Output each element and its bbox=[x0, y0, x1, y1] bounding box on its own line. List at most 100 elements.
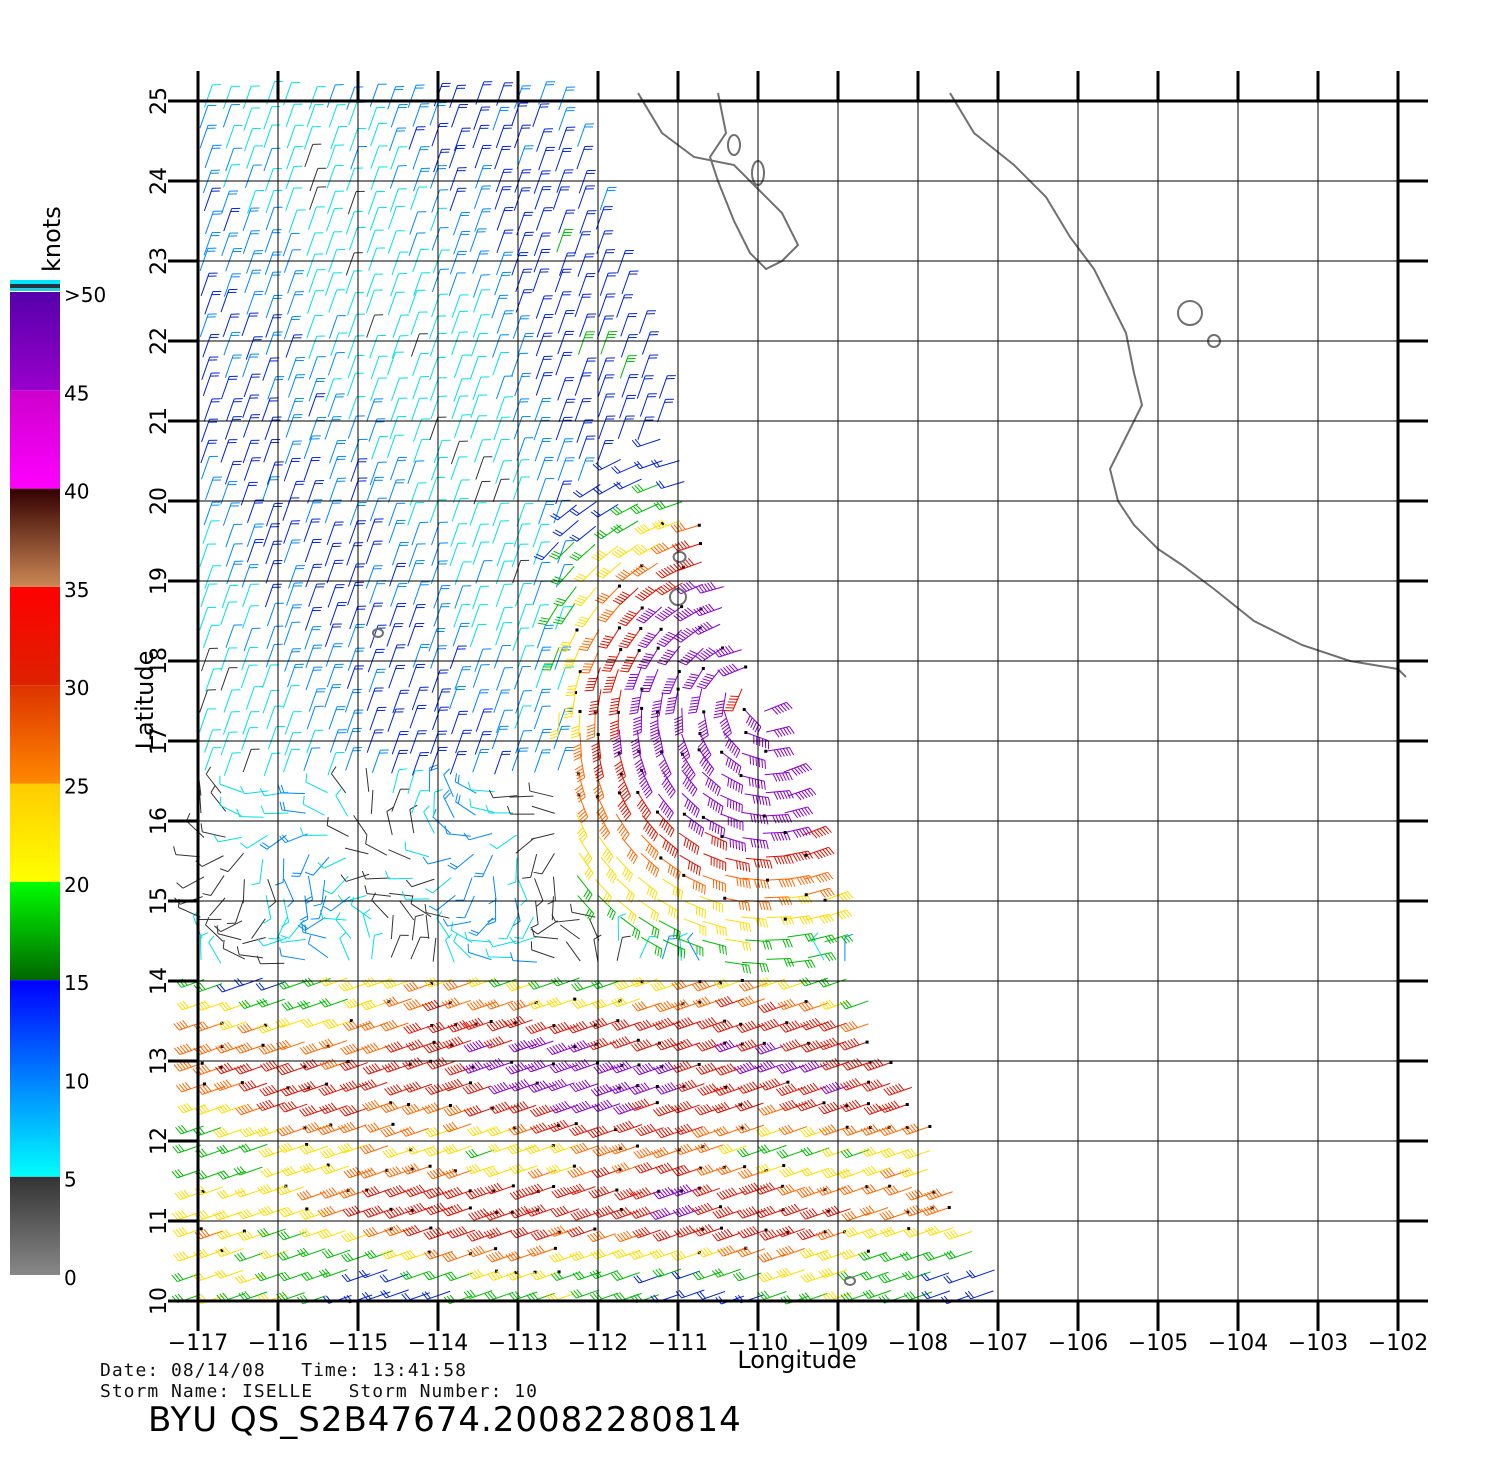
wind-barb-feather bbox=[716, 1128, 723, 1136]
wind-barb-feather bbox=[757, 1274, 764, 1283]
rain-flag bbox=[617, 1086, 621, 1090]
wind-barb-feather bbox=[487, 921, 496, 926]
wind-barb bbox=[244, 1000, 268, 1009]
wind-barb-feather bbox=[486, 1062, 493, 1070]
wind-barb-feather bbox=[776, 791, 782, 800]
wind-barb-feather bbox=[822, 1251, 829, 1259]
wind-barb-feather bbox=[344, 1273, 351, 1281]
wind-barb-feather bbox=[759, 839, 763, 849]
wind-barb bbox=[448, 1169, 472, 1179]
wind-barb-feather bbox=[505, 1067, 512, 1075]
wind-barb-feather bbox=[717, 669, 724, 677]
wind-barb-feather bbox=[827, 1125, 834, 1133]
wind-barb bbox=[281, 1041, 305, 1051]
wind-barb bbox=[576, 1289, 600, 1299]
wind-barb-feather bbox=[890, 1124, 897, 1132]
wind-barb-feather bbox=[633, 753, 642, 759]
wind-barb-feather bbox=[722, 726, 730, 733]
wind-barb-feather bbox=[634, 929, 638, 939]
wind-barb-feather bbox=[614, 1250, 621, 1258]
wind-barb-feather bbox=[254, 1129, 261, 1137]
wind-barb bbox=[533, 706, 543, 730]
wind-barb-feather bbox=[537, 1022, 544, 1030]
wind-barb-feather bbox=[741, 1042, 748, 1050]
rain-flag bbox=[551, 1144, 555, 1148]
wind-barb-feather bbox=[816, 851, 823, 859]
wind-barb-feather bbox=[807, 806, 814, 815]
wind-barb-feather bbox=[648, 862, 653, 872]
wind-barb bbox=[530, 853, 538, 878]
wind-barb-feather bbox=[829, 1102, 837, 1110]
wind-barb-feather bbox=[226, 1062, 234, 1070]
wind-barb-feather bbox=[577, 808, 585, 815]
wind-barb bbox=[408, 664, 418, 688]
wind-barb-feather bbox=[358, 1171, 365, 1179]
wind-barb bbox=[267, 879, 277, 902]
wind-barb bbox=[515, 837, 535, 854]
wind-barb-feather bbox=[364, 1125, 371, 1133]
wind-barb-feather bbox=[701, 1065, 708, 1073]
wind-barb-feather bbox=[265, 1100, 272, 1108]
wind-barb-feather bbox=[673, 1252, 681, 1260]
wind-barb-feather bbox=[697, 719, 706, 725]
wind-barb-feather bbox=[865, 1290, 872, 1298]
wind-barb-feather bbox=[802, 1211, 809, 1219]
wind-barb-feather bbox=[806, 1146, 813, 1155]
wind-barb-feather bbox=[423, 1045, 430, 1054]
wind-barb-feather bbox=[729, 1245, 736, 1253]
wind-barb-feather bbox=[217, 1172, 224, 1180]
wind-barb-feather bbox=[698, 1271, 705, 1279]
wind-barb-feather bbox=[330, 766, 337, 774]
rain-flag bbox=[907, 1227, 911, 1231]
wind-barb bbox=[221, 1230, 245, 1240]
wind-barb-feather bbox=[200, 932, 209, 937]
wind-barb-feather bbox=[801, 1293, 809, 1301]
wind-barb-feather bbox=[471, 1083, 478, 1092]
wind-barb-feather bbox=[485, 1255, 493, 1263]
wind-barb-feather bbox=[527, 1171, 534, 1179]
wind-barb-feather bbox=[678, 1290, 685, 1298]
wind-barb-feather bbox=[474, 976, 482, 984]
wind-barb-feather bbox=[593, 1088, 600, 1096]
wind-barb bbox=[489, 1168, 513, 1178]
wind-barb-feather bbox=[888, 1210, 895, 1218]
wind-barb-feather bbox=[572, 743, 581, 749]
wind-barb-feather bbox=[748, 880, 751, 889]
rain-flag bbox=[762, 1041, 766, 1045]
wind-barb bbox=[287, 664, 296, 688]
wind-barb-feather bbox=[661, 656, 670, 661]
wind-barb-feather bbox=[448, 1122, 455, 1131]
wind-barb-feather bbox=[527, 1041, 535, 1049]
wind-barb-feather bbox=[764, 797, 768, 806]
wind-barb bbox=[658, 1268, 682, 1278]
wind-barb-feather bbox=[719, 717, 727, 724]
wind-barb-feather bbox=[243, 1043, 250, 1051]
wind-barb-feather bbox=[424, 904, 427, 913]
wind-barb-feather bbox=[779, 1187, 786, 1195]
wind-barb-feather bbox=[760, 1045, 767, 1053]
wind-barb-feather bbox=[682, 1101, 690, 1110]
wind-barb-feather bbox=[429, 1250, 437, 1258]
wind-barb-feather bbox=[622, 1061, 629, 1070]
wind-barb-feather bbox=[389, 1168, 396, 1176]
wind-barb-feather bbox=[237, 1189, 244, 1197]
wind-barb-feather bbox=[674, 1002, 681, 1010]
wind-barb-feather bbox=[299, 1248, 307, 1256]
wind-barb bbox=[263, 937, 287, 947]
wind-barb-feather bbox=[735, 782, 738, 791]
rain-flag bbox=[698, 1000, 702, 1004]
wind-barb-feather bbox=[719, 648, 726, 656]
wind-barb-feather bbox=[321, 1087, 328, 1095]
wind-barb-feather bbox=[616, 1124, 623, 1132]
wind-barb-feather bbox=[632, 1230, 639, 1239]
wind-barb bbox=[702, 1290, 726, 1300]
rain-flag bbox=[739, 1022, 743, 1026]
wind-barb bbox=[717, 1268, 741, 1278]
wind-barb-feather bbox=[447, 1272, 455, 1280]
wind-barb-feather bbox=[655, 1130, 662, 1139]
wind-barb-feather bbox=[656, 929, 660, 939]
wind-barb-feather bbox=[738, 1043, 745, 1051]
wind-barb-feather bbox=[685, 1060, 692, 1068]
wind-barb-feather bbox=[783, 855, 788, 865]
rain-flag bbox=[636, 790, 640, 794]
